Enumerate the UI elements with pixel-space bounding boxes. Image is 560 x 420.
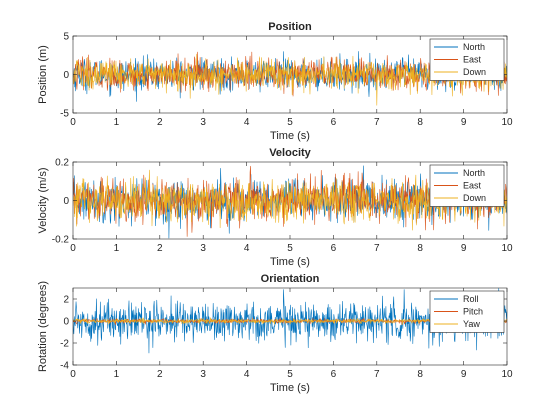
x-tick-label: 6 [331, 243, 337, 254]
y-tick-label: 0 [63, 70, 69, 81]
x-axis-label: Time (s) [270, 130, 310, 142]
legend-entry-east: East [463, 55, 482, 65]
subplot-orientation: 0 1 2 3 4 5 6 7 8 9 10 -4 -2 0 2 Orientation Time (s) Rot… [37, 273, 513, 394]
x-tick-label: 10 [501, 369, 513, 380]
x-tick-label: 4 [244, 369, 250, 380]
x-tick-label: 1 [114, 117, 120, 128]
x-tick-label: 5 [287, 243, 293, 254]
x-tick-label: 7 [374, 243, 380, 254]
x-tick-label: 6 [331, 369, 337, 380]
x-tick-label: 7 [374, 117, 380, 128]
x-tick-label: 9 [461, 117, 467, 128]
x-axis-label: Time (s) [270, 382, 310, 394]
legend-entry-down: Down [463, 67, 486, 77]
x-tick-label: 1 [114, 369, 120, 380]
x-tick-label: 4 [244, 243, 250, 254]
legend: Roll Pitch Yaw [429, 290, 505, 333]
x-tick-label: 2 [157, 243, 163, 254]
x-tick-label: 2 [157, 117, 163, 128]
x-tick-label: 9 [461, 243, 467, 254]
x-tick-label: 5 [287, 117, 293, 128]
subplot-title: Orientation [261, 273, 320, 285]
y-tick-label: -5 [60, 109, 69, 120]
y-axis-label: Velocity (m/s) [37, 167, 49, 233]
legend-entry-roll: Roll [463, 294, 479, 304]
legend-box [429, 164, 505, 207]
x-tick-label: 10 [501, 117, 513, 128]
y-tick-label: 0 [63, 317, 69, 328]
legend: North East Down [429, 38, 505, 81]
x-tick-label: 1 [114, 243, 120, 254]
x-axis-label: Time (s) [270, 256, 310, 268]
legend-entry-yaw: Yaw [463, 319, 480, 329]
legend-entry-north: North [463, 42, 485, 52]
x-tick-label: 8 [417, 369, 423, 380]
legend-entry-north: North [463, 168, 485, 178]
legend-entry-down: Down [463, 193, 486, 203]
y-tick-label: 0.2 [55, 158, 69, 169]
x-tick-label: 0 [70, 369, 76, 380]
x-tick-label: 0 [70, 243, 76, 254]
x-tick-label: 3 [200, 117, 206, 128]
x-tick-label: 7 [374, 369, 380, 380]
x-tick-label: 4 [244, 117, 250, 128]
y-axis-label: Rotation (degrees) [37, 281, 49, 372]
y-tick-label: -2 [60, 339, 69, 350]
x-tick-label: 3 [200, 369, 206, 380]
legend-entry-pitch: Pitch [463, 307, 483, 317]
x-tick-label: 2 [157, 369, 163, 380]
y-tick-label: -4 [60, 361, 69, 372]
y-tick-label: 2 [63, 295, 69, 306]
x-tick-label: 0 [70, 117, 76, 128]
subplot-title: Velocity [269, 147, 311, 159]
x-tick-label: 8 [417, 243, 423, 254]
legend: North East Down [429, 164, 505, 207]
x-tick-label: 9 [461, 369, 467, 380]
y-tick-label: -0.2 [52, 235, 70, 246]
legend-entry-east: East [463, 181, 482, 191]
y-axis-label: Position (m) [37, 45, 49, 104]
x-tick-label: 8 [417, 117, 423, 128]
subplot-title: Position [268, 21, 312, 33]
y-tick-label: 5 [63, 32, 69, 43]
x-tick-label: 6 [331, 117, 337, 128]
y-tick-label: 0 [63, 196, 69, 207]
x-tick-label: 3 [200, 243, 206, 254]
x-tick-label: 10 [501, 243, 513, 254]
x-tick-label: 5 [287, 369, 293, 380]
